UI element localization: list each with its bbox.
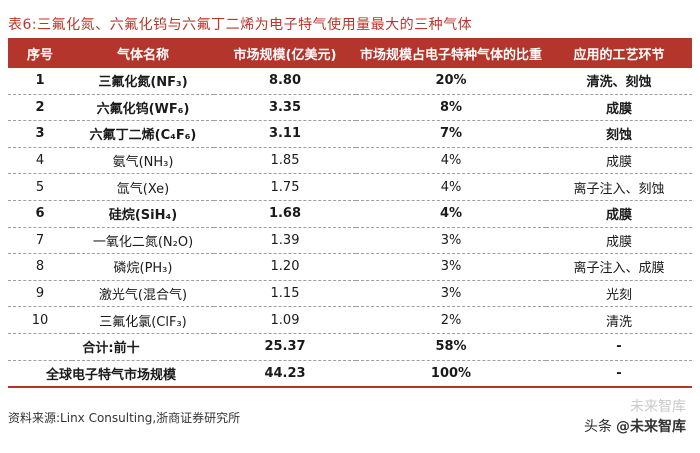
- total-row-label: 全球电子特气市场规模: [8, 360, 214, 389]
- gas-market-table: 序号 气体名称 市场规模(亿美元) 市场规模占电子特种气体的比重 应用的工艺环节…: [8, 38, 692, 389]
- cell-market-size: 8.80: [214, 68, 356, 95]
- watermark: 头条 @未来智库: [584, 416, 686, 436]
- cell-market-size: 3.11: [214, 120, 356, 148]
- header-process: 应用的工艺环节: [546, 38, 692, 68]
- table-row: 8 磷烷(PH₃) 1.20 3% 离子注入、成膜: [8, 253, 692, 281]
- table-row: 10 三氟化氯(ClF₃) 1.09 2% 清洗: [8, 306, 692, 334]
- cell-share: 4%: [356, 147, 546, 175]
- cell-market-size: 1.75: [214, 173, 356, 201]
- cell-process: 光刻: [546, 280, 692, 308]
- table-row: 9 激光气(混合气) 1.15 3% 光刻: [8, 280, 692, 308]
- header-no: 序号: [8, 38, 72, 68]
- source-note: 资料来源:Linx Consulting,浙商证券研究所: [8, 411, 241, 425]
- sum-row-process: -: [546, 333, 692, 361]
- header-gas-name: 气体名称: [72, 38, 214, 68]
- total-row-process: -: [546, 360, 692, 389]
- cell-process: 离子注入、成膜: [546, 253, 692, 281]
- cell-no: 5: [8, 173, 72, 201]
- sum-row-share: 58%: [356, 333, 546, 361]
- header-market-size: 市场规模(亿美元): [214, 38, 356, 68]
- total-row: 全球电子特气市场规模 44.23 100% -: [8, 360, 692, 389]
- cell-gas-name: 六氟化钨(WF₆): [72, 94, 214, 122]
- watermark-brand-faint: 未来智库: [630, 399, 686, 415]
- total-row-market-size: 44.23: [214, 360, 356, 389]
- cell-no: 1: [8, 68, 72, 95]
- cell-market-size: 1.15: [214, 280, 356, 308]
- cell-share: 3%: [356, 280, 546, 308]
- cell-market-size: 1.85: [214, 147, 356, 175]
- cell-market-size: 1.20: [214, 253, 356, 281]
- sum-row-market-size: 25.37: [214, 333, 356, 361]
- table-header-row: 序号 气体名称 市场规模(亿美元) 市场规模占电子特种气体的比重 应用的工艺环节: [8, 38, 692, 68]
- cell-market-size: 1.09: [214, 306, 356, 334]
- cell-share: 8%: [356, 94, 546, 122]
- cell-gas-name: 一氧化二氮(N₂O): [72, 227, 214, 255]
- cell-no: 10: [8, 306, 72, 334]
- cell-share: 7%: [356, 120, 546, 148]
- cell-market-size: 1.68: [214, 200, 356, 228]
- cell-process: 离子注入、刻蚀: [546, 173, 692, 201]
- cell-gas-name: 氙气(Xe): [72, 173, 214, 201]
- cell-share: 4%: [356, 173, 546, 201]
- sum-row: 合计:前十 25.37 58% -: [8, 333, 692, 361]
- table-row: 6 硅烷(SiH₄) 1.68 4% 成膜: [8, 200, 692, 228]
- cell-gas-name: 三氟化氮(NF₃): [72, 68, 214, 95]
- cell-no: 3: [8, 120, 72, 148]
- cell-process: 成膜: [546, 147, 692, 175]
- header-share: 市场规模占电子特种气体的比重: [356, 38, 546, 68]
- cell-gas-name: 磷烷(PH₃): [72, 253, 214, 281]
- table-row: 5 氙气(Xe) 1.75 4% 离子注入、刻蚀: [8, 173, 692, 201]
- table-row: 3 六氟丁二烯(C₄F₆) 3.11 7% 刻蚀: [8, 120, 692, 148]
- table-row: 4 氨气(NH₃) 1.85 4% 成膜: [8, 147, 692, 175]
- cell-share: 4%: [356, 200, 546, 228]
- cell-no: 9: [8, 280, 72, 308]
- cell-no: 7: [8, 227, 72, 255]
- cell-process: 成膜: [546, 94, 692, 122]
- cell-share: 2%: [356, 306, 546, 334]
- cell-market-size: 3.35: [214, 94, 356, 122]
- cell-share: 3%: [356, 253, 546, 281]
- table-row: 7 一氧化二氮(N₂O) 1.39 3% 成膜: [8, 227, 692, 255]
- cell-gas-name: 六氟丁二烯(C₄F₆): [72, 120, 214, 148]
- sum-row-label: 合计:前十: [8, 333, 214, 361]
- cell-gas-name: 氨气(NH₃): [72, 147, 214, 175]
- cell-share: 20%: [356, 68, 546, 95]
- cell-no: 2: [8, 94, 72, 122]
- cell-process: 清洗、刻蚀: [546, 68, 692, 95]
- cell-no: 6: [8, 200, 72, 228]
- table-row: 2 六氟化钨(WF₆) 3.35 8% 成膜: [8, 94, 692, 122]
- cell-no: 8: [8, 253, 72, 281]
- cell-process: 刻蚀: [546, 120, 692, 148]
- total-row-share: 100%: [356, 360, 546, 389]
- table-body: 1 三氟化氮(NF₃) 8.80 20% 清洗、刻蚀 2 六氟化钨(WF₆) 3.35 8% 成膜…: [8, 68, 692, 389]
- watermark-prefix: 头条: [584, 419, 612, 435]
- cell-gas-name: 激光气(混合气): [72, 280, 214, 308]
- cell-gas-name: 三氟化氯(ClF₃): [72, 306, 214, 334]
- table-title: 表6:三氟化氮、六氟化钨与六氟丁二烯为电子特气使用量最大的三种气体: [8, 17, 473, 33]
- cell-process: 清洗: [546, 306, 692, 334]
- cell-process: 成膜: [546, 227, 692, 255]
- watermark-handle: @未来智库: [616, 419, 686, 435]
- cell-gas-name: 硅烷(SiH₄): [72, 200, 214, 228]
- table-row: 1 三氟化氮(NF₃) 8.80 20% 清洗、刻蚀: [8, 68, 692, 95]
- cell-no: 4: [8, 147, 72, 175]
- cell-market-size: 1.39: [214, 227, 356, 255]
- cell-share: 3%: [356, 227, 546, 255]
- cell-process: 成膜: [546, 200, 692, 228]
